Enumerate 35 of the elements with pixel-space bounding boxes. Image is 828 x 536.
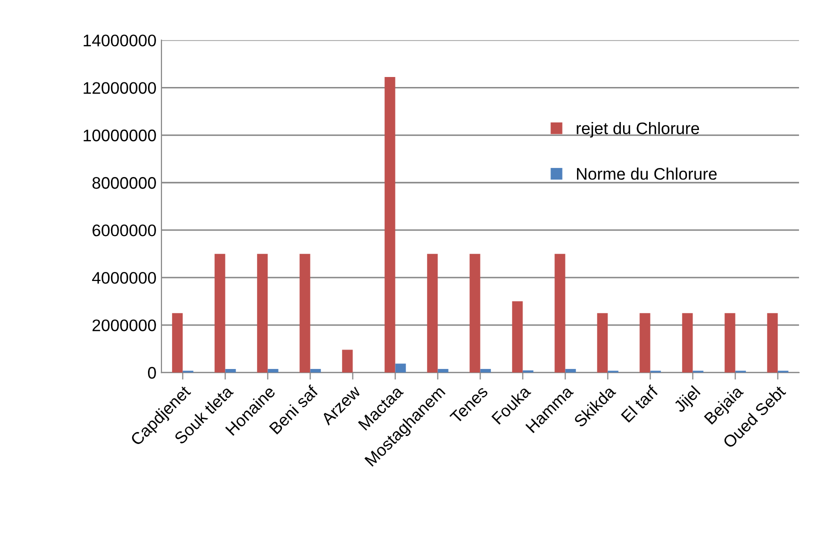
bar (640, 313, 650, 373)
y-tick-label: 2000000 (92, 319, 156, 332)
bar (522, 370, 534, 373)
bar (682, 313, 693, 373)
y-tick-label: 10000000 (84, 130, 156, 142)
bar (554, 254, 566, 373)
bar (597, 313, 608, 373)
bar (395, 364, 406, 373)
bar (172, 313, 183, 373)
y-tick-label: 6000000 (92, 224, 156, 236)
bar (767, 313, 778, 373)
bar (565, 368, 576, 373)
bar (724, 313, 736, 373)
bar (225, 368, 236, 373)
bar (342, 350, 353, 373)
legend-label: rejet du Chlorure (576, 122, 700, 138)
bar (214, 254, 226, 373)
y-tick-label: 12000000 (84, 82, 156, 94)
bar (268, 368, 278, 373)
y-tick-label: 14000000 (84, 34, 156, 46)
x-tick-label: Jijel (672, 385, 703, 416)
y-tick-label: 8000000 (92, 177, 156, 189)
y-tick-label: 0 (148, 366, 156, 379)
bar (438, 368, 448, 373)
bar (470, 254, 480, 373)
bar (512, 301, 523, 373)
bar (480, 368, 491, 373)
legend-label: Norme du Chlorure (577, 168, 717, 180)
bar (257, 254, 268, 373)
bar (384, 76, 396, 373)
y-tick-label: 4000000 (92, 272, 156, 284)
bar (427, 254, 438, 373)
bar (300, 254, 310, 373)
x-tick-label: El tarf (620, 384, 659, 423)
bar (310, 368, 321, 373)
